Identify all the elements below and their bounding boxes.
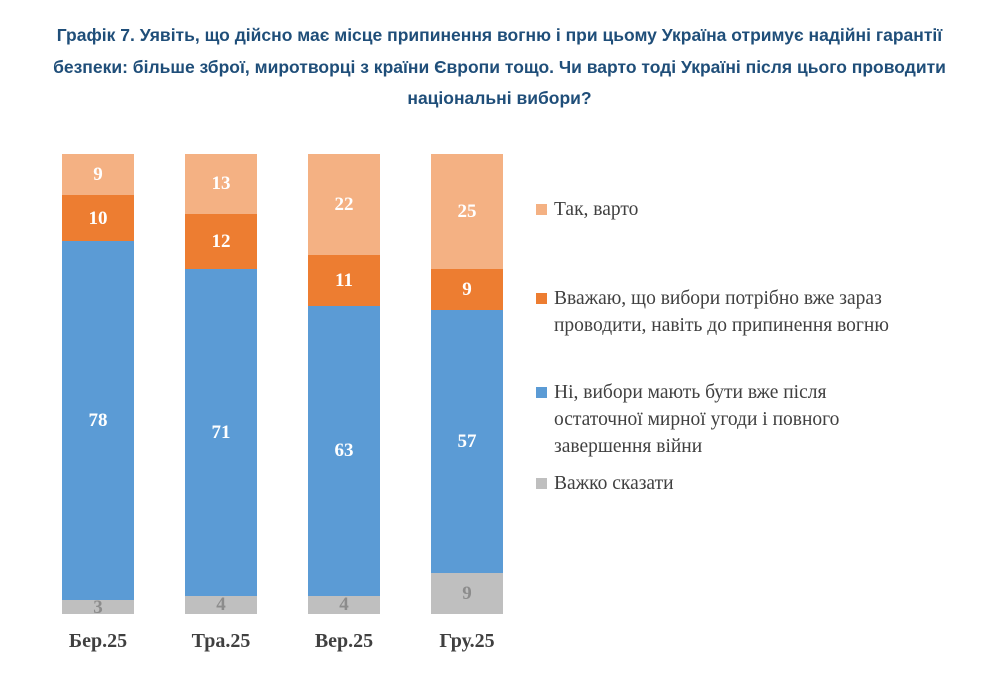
bar-segment: 78 — [62, 241, 134, 601]
bar-value-label: 9 — [462, 279, 472, 301]
bar-segment: 25 — [431, 154, 503, 269]
stacked-bar: 9 10 78 3 — [62, 154, 134, 618]
bar-plot: 9 10 78 3 Бер.25 13 12 71 4 Тра.25 22 11 63 4 Вер.25 25… — [62, 154, 503, 653]
bar-value-label: 4 — [339, 594, 349, 616]
chart-title: Графік 7. Уявіть, що дійсно має місце пр… — [53, 25, 946, 108]
bar-column: 22 11 63 4 Вер.25 — [308, 154, 380, 653]
x-axis-label: Гру.25 — [439, 630, 495, 652]
chart-area: 9 10 78 3 Бер.25 13 12 71 4 Тра.25 22 11 63 4 Вер.25 25… — [0, 140, 999, 694]
x-axis-label: Вер.25 — [314, 630, 374, 652]
x-axis-label: Тра.25 — [191, 630, 251, 652]
bar-value-label: 4 — [216, 594, 226, 616]
bar-value-label: 63 — [334, 440, 354, 462]
legend-marker-icon — [536, 293, 547, 304]
bar-column: 9 10 78 3 Бер.25 — [62, 154, 134, 653]
bar-segment: 3 — [62, 596, 134, 618]
legend-marker-icon — [536, 478, 547, 489]
bar-value-label: 11 — [335, 269, 353, 291]
bar-value-label: 78 — [88, 410, 108, 432]
stacked-bar: 25 9 57 9 — [431, 154, 503, 614]
bar-segment: 4 — [185, 594, 257, 616]
bar-column: 13 12 71 4 Тра.25 — [185, 154, 257, 653]
bar-value-label: 10 — [88, 207, 108, 229]
legend-label: Важко сказати — [554, 473, 674, 494]
bar-segment: 57 — [431, 310, 503, 573]
bar-segment: 71 — [185, 268, 257, 596]
legend-marker-icon — [536, 204, 547, 215]
bar-segment: 9 — [431, 572, 503, 614]
legend-label: Вважаю, що вибори потрібно вже зараз про… — [554, 288, 889, 336]
bar-segment: 9 — [62, 154, 134, 196]
bar-value-label: 9 — [462, 582, 472, 604]
bar-value-label: 3 — [93, 596, 103, 618]
stacked-bar: 22 11 63 4 — [308, 154, 380, 614]
bar-segment: 22 — [308, 154, 380, 256]
bar-segment: 13 — [185, 154, 257, 214]
bar-segment: 11 — [308, 255, 380, 306]
bar-value-label: 9 — [93, 164, 103, 186]
bar-value-label: 13 — [211, 173, 231, 195]
legend-item: Ні, вибори мають бути вже після остаточн… — [536, 379, 956, 460]
stacked-bar: 13 12 71 4 — [185, 154, 257, 614]
bar-value-label: 25 — [457, 201, 477, 222]
bar-segment: 10 — [62, 195, 134, 242]
legend: Так, варто Вважаю, що вибори потрібно вже… — [536, 196, 956, 497]
bar-segment: 9 — [431, 269, 503, 311]
legend-item: Так, варто — [536, 196, 956, 223]
legend-item: Важко сказати — [536, 470, 956, 497]
bar-segment: 12 — [185, 213, 257, 269]
bar-value-label: 22 — [334, 194, 354, 216]
legend-label: Ні, вибори мають бути вже після остаточн… — [554, 382, 840, 457]
bar-segment: 63 — [308, 305, 380, 596]
bar-value-label: 71 — [211, 421, 231, 443]
bar-segment: 4 — [308, 594, 380, 616]
legend-marker-icon — [536, 387, 547, 398]
bar-value-label: 12 — [211, 230, 231, 252]
x-axis-label: Бер.25 — [68, 630, 128, 652]
legend-label: Так, варто — [554, 199, 639, 220]
bar-column: 25 9 57 9 Гру.25 — [431, 154, 503, 653]
legend-item: Вважаю, що вибори потрібно вже зараз про… — [536, 285, 956, 339]
bar-value-label: 57 — [457, 430, 477, 452]
